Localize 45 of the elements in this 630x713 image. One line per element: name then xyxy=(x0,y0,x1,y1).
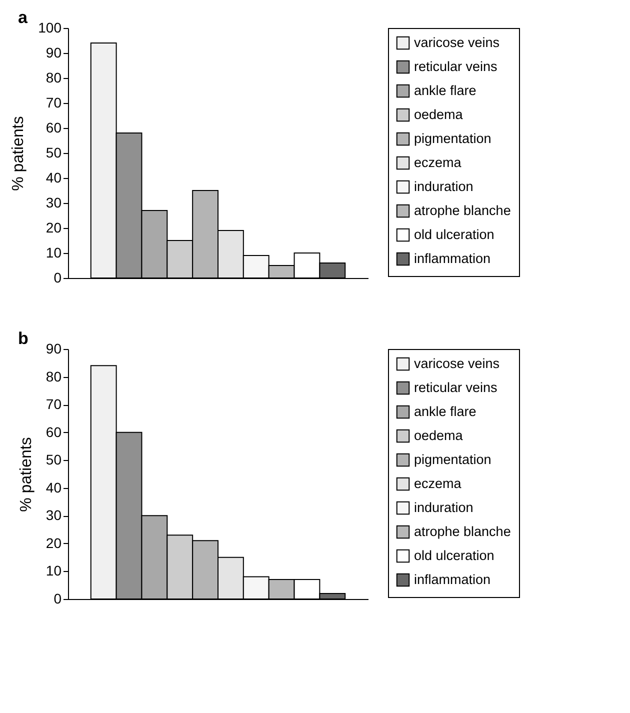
chart-title: a xyxy=(18,8,28,27)
legend-label: atrophe blanche xyxy=(414,203,511,218)
text: varicose veins xyxy=(414,356,500,371)
legend-label: ankle flare xyxy=(414,83,476,98)
y-tick-label: 60 xyxy=(46,424,62,440)
y-tick-label: 10 xyxy=(46,244,62,260)
y-tick-label: 100 xyxy=(38,20,62,36)
y-tick-label: 40 xyxy=(46,170,62,186)
legend-label: inflammation xyxy=(414,572,491,587)
y-tick-label: 80 xyxy=(46,368,62,384)
y-tick-label: 20 xyxy=(46,534,62,551)
y-tick-label: 70 xyxy=(46,94,62,110)
y-tick-label: 60 xyxy=(46,120,62,136)
legend-label: pigmentation xyxy=(414,131,492,146)
y-tick-label: 30 xyxy=(46,507,62,524)
text: reticular veins xyxy=(414,380,498,395)
legend-label: old ulceration xyxy=(414,548,494,563)
chart-title: b xyxy=(18,329,28,348)
text: oedema xyxy=(414,428,464,443)
y-tick-label: 10 xyxy=(46,562,62,579)
y-tick-label: 90 xyxy=(46,340,62,356)
legend-label: induration xyxy=(414,179,474,194)
legend-label: reticular veins xyxy=(414,59,498,74)
legend-label: varicose veins xyxy=(414,35,500,50)
y-tick-label: 30 xyxy=(46,194,62,210)
y-tick-label: 0 xyxy=(54,590,62,606)
legend-label: eczema xyxy=(414,155,462,170)
legend-label: induration xyxy=(414,500,474,515)
legend-label: old ulceration xyxy=(414,227,494,242)
legend-label: oedema xyxy=(414,107,464,122)
y-axis-title: % patients xyxy=(10,116,28,191)
legend-label: pigmentation xyxy=(414,452,492,467)
y-tick-label: 70 xyxy=(46,396,62,412)
y-tick-label: 50 xyxy=(46,144,62,160)
legend-label: eczema xyxy=(414,476,462,491)
y-tick-label: 50 xyxy=(46,452,62,468)
y-tick-label: 20 xyxy=(46,220,62,236)
text: ankle flare xyxy=(414,404,476,419)
legend-label: inflammation xyxy=(414,251,491,266)
y-tick-label: 90 xyxy=(46,44,62,60)
legend-label: atrophe blanche xyxy=(414,524,511,539)
y-tick-label: 0 xyxy=(54,270,62,286)
y-tick-label: 40 xyxy=(46,479,62,496)
y-axis-title: % patients xyxy=(18,437,35,512)
y-tick-label: 80 xyxy=(46,70,62,86)
